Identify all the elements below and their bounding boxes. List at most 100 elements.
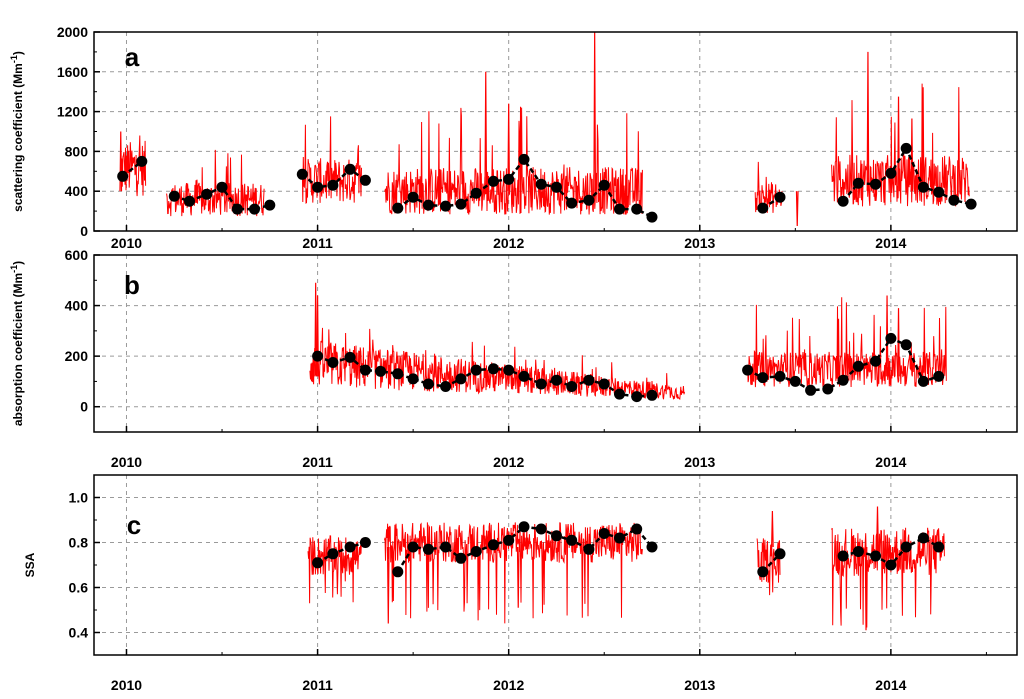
monthly-mean-point [344, 541, 356, 553]
y-axis-title-sup: -1 [9, 265, 19, 273]
monthly-mean-point [503, 364, 515, 376]
monthly-mean-point [312, 557, 324, 569]
daily-spike [484, 71, 488, 192]
monthly-mean-point [184, 195, 195, 207]
monthly-mean-point [885, 167, 897, 179]
monthly-mean-point [422, 199, 434, 211]
monthly-mean-point [757, 202, 769, 214]
monthly-mean-point [646, 211, 658, 223]
monthly-mean-point [455, 373, 467, 385]
monthly-mean-point [487, 363, 499, 375]
monthly-mean-point [470, 364, 482, 376]
monthly-mean-point [535, 178, 547, 190]
monthly-mean-point [870, 355, 882, 367]
monthly-mean-point [757, 372, 769, 384]
x-tick-label: 2012 [493, 677, 524, 693]
x-tick-label: 2010 [111, 454, 142, 470]
monthly-mean-point [440, 541, 452, 553]
monthly-mean-point [933, 186, 945, 198]
monthly-mean-point [965, 198, 977, 210]
monthly-mean-point [917, 375, 929, 387]
monthly-mean-line [316, 541, 366, 564]
monthly-mean-point [503, 173, 515, 185]
plot-area [307, 506, 945, 631]
y-tick-label: 400 [65, 183, 89, 199]
monthly-mean-point [837, 374, 849, 386]
monthly-mean-point [852, 177, 864, 189]
monthly-mean-point [900, 541, 912, 553]
monthly-mean-point [948, 194, 960, 206]
daily-spike [593, 32, 597, 192]
y-tick-label: 1.0 [69, 490, 89, 506]
monthly-mean-point [312, 350, 324, 362]
x-tick-label: 2013 [684, 235, 715, 251]
monthly-mean-point [598, 378, 610, 390]
monthly-mean-point [774, 548, 786, 560]
monthly-mean-point [518, 521, 530, 533]
y-axis-title-text: absorption coefficient (Mm [11, 273, 25, 426]
x-tick-label: 2013 [684, 454, 715, 470]
daily-series-line [384, 106, 643, 215]
panel-b: 0 200 400 600 2010 2011 2012 2013 2014 b absorptio… [9, 247, 1018, 470]
panel-letter: c [127, 510, 141, 540]
y-axis-title: scattering coefficient (Mm-1) [9, 51, 25, 212]
daily-spike [119, 131, 123, 192]
y-tick-label: 2000 [57, 24, 88, 40]
y-tick-label: 0.4 [69, 625, 89, 641]
monthly-mean-point [598, 528, 610, 539]
monthly-mean-point [359, 174, 371, 186]
monthly-mean-point [551, 374, 562, 386]
daily-series-line [747, 297, 947, 388]
x-tick-label: 2011 [302, 235, 333, 251]
daily-series-line [301, 116, 362, 204]
y-tick-label: 1200 [57, 104, 88, 120]
monthly-mean-point [566, 197, 578, 209]
monthly-mean-point [757, 566, 769, 578]
monthly-mean-point [344, 163, 356, 175]
panel-letter: a [125, 42, 140, 72]
daily-spike [876, 506, 879, 548]
monthly-mean-point [470, 187, 482, 199]
monthly-mean-point [407, 373, 419, 385]
y-tick-label: 1600 [57, 64, 88, 80]
y-axis-title: SSA [23, 552, 37, 577]
monthly-mean-point [614, 203, 625, 215]
monthly-mean-point [583, 194, 595, 206]
monthly-mean-point [470, 546, 482, 557]
monthly-mean-point [774, 370, 786, 382]
monthly-mean-point [631, 523, 643, 535]
panel-a: 0 400 800 1200 1600 2000 2010 2011 2012 2013 2014 a… [9, 24, 1018, 251]
monthly-mean-point [136, 155, 148, 167]
monthly-mean-point [231, 203, 243, 215]
y-axis-title-text: scattering coefficient (Mm [11, 63, 25, 212]
monthly-mean-point [852, 546, 864, 557]
monthly-mean-point [852, 360, 864, 372]
daily-spike [314, 282, 318, 377]
y-axis-title: absorption coefficient (Mm-1) [9, 261, 25, 426]
monthly-mean-point [598, 179, 610, 191]
panel-letter: b [124, 270, 140, 300]
y-axis-title-end: ) [11, 51, 25, 55]
x-tick-label: 2012 [493, 235, 524, 251]
daily-spike [885, 295, 889, 377]
monthly-mean-point [933, 541, 945, 553]
monthly-mean-point [646, 541, 658, 553]
daily-spike [771, 510, 774, 548]
monthly-mean-point [583, 374, 595, 386]
monthly-mean-point [487, 539, 499, 551]
monthly-mean-point [535, 378, 547, 390]
monthly-mean-point [933, 370, 945, 382]
monthly-mean-point [216, 181, 228, 193]
plot-area [309, 282, 947, 403]
monthly-mean-point [264, 199, 276, 211]
monthly-mean-point [201, 188, 213, 200]
y-tick-label: 200 [65, 348, 89, 364]
monthly-mean-point [583, 543, 595, 555]
monthly-mean-point [440, 200, 452, 212]
monthly-mean-point [117, 170, 129, 182]
monthly-mean-point [422, 543, 434, 555]
y-axis-title-sup: -1 [9, 55, 19, 63]
monthly-mean-point [359, 364, 371, 376]
monthly-mean-point [344, 351, 356, 363]
